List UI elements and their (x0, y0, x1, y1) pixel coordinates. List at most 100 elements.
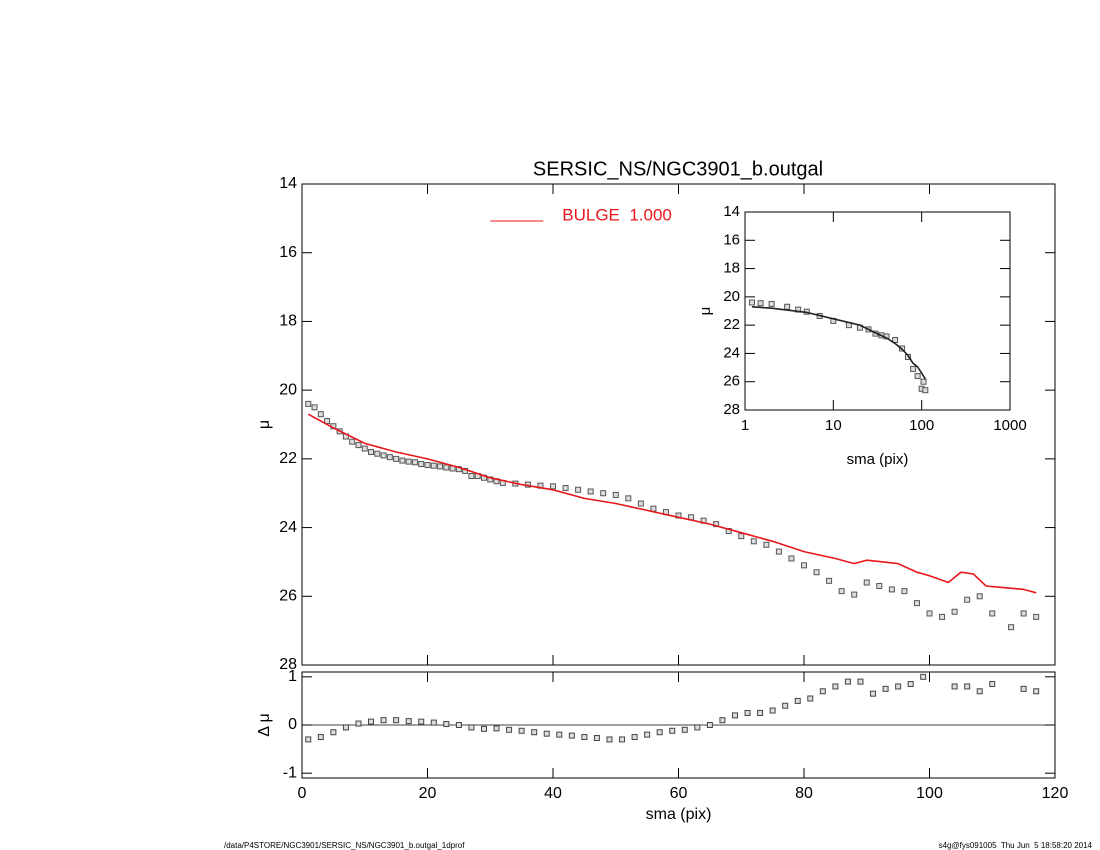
x-tick-label: 60 (670, 785, 688, 802)
data-point (738, 533, 745, 540)
footer-left: /data/P4STORE/NGC3901/SERSIC_NS/NGC3901_… (224, 841, 465, 850)
data-point (637, 500, 644, 507)
data-point (788, 555, 795, 562)
data-point (424, 462, 431, 469)
data-point (914, 373, 921, 380)
data-point (543, 730, 550, 737)
data-point (349, 438, 356, 445)
data-point (782, 702, 789, 709)
data-point (443, 721, 450, 728)
x-tick-label: 120 (1042, 785, 1069, 802)
data-point (587, 488, 594, 495)
data-point (870, 690, 877, 697)
data-point (882, 685, 889, 692)
data-point (989, 681, 996, 688)
data-point (851, 591, 858, 598)
data-point (342, 724, 349, 731)
data-point (926, 610, 933, 617)
data-point (575, 486, 582, 493)
data-point (386, 454, 393, 461)
data-point (531, 729, 538, 736)
data-point (775, 548, 782, 555)
data-point (769, 707, 776, 714)
data-point (361, 445, 368, 452)
y-tick-label: 24 (723, 344, 740, 361)
data-point (305, 736, 312, 743)
data-point (606, 736, 613, 743)
x-axis-label: sma (pix) (646, 806, 712, 823)
data-point (951, 683, 958, 690)
data-point (625, 495, 632, 502)
x-tick-label: 10 (825, 417, 842, 434)
data-point (380, 452, 387, 459)
data-point (876, 582, 883, 589)
y-tick-label: 1 (288, 668, 297, 685)
data-point (612, 491, 619, 498)
y-axis-label: μ (697, 307, 714, 316)
data-point (976, 688, 983, 695)
x-tick-label: 40 (544, 785, 562, 802)
data-point (455, 722, 462, 728)
y-tick-label: 22 (723, 316, 740, 333)
data-point (393, 455, 400, 462)
data-point (330, 729, 337, 736)
data-point (748, 299, 755, 306)
x-tick-label: 1 (741, 417, 749, 434)
data-point (731, 712, 738, 719)
data-point (681, 726, 688, 733)
chart-title: SERSIC_NS/NGC3901_b.outgal (533, 158, 823, 180)
data-point (807, 695, 814, 702)
data-point (393, 717, 400, 724)
data-point (631, 734, 638, 741)
data-point (757, 709, 764, 716)
data-point (506, 726, 513, 733)
data-point (556, 731, 563, 738)
data-point (826, 577, 833, 584)
y-axis-label: Δ μ (256, 713, 273, 736)
data-point (838, 588, 845, 595)
y-axis-label: μ (256, 420, 273, 429)
data-point (976, 593, 983, 600)
data-point (430, 719, 437, 726)
y-tick-label: 20 (279, 381, 297, 398)
data-point (619, 736, 626, 743)
data-point (550, 483, 556, 490)
data-point (910, 365, 917, 372)
y-tick-label: 14 (723, 203, 740, 220)
data-point (581, 734, 588, 741)
data-point (1020, 610, 1027, 617)
data-point (744, 709, 751, 716)
legend-label: BULGE 1.000 (562, 205, 672, 224)
data-point (832, 683, 839, 690)
data-point (892, 336, 899, 343)
y-tick-label: 28 (279, 656, 297, 673)
data-point (317, 411, 324, 418)
data-point (784, 303, 791, 310)
data-point (920, 378, 927, 385)
y-tick-label: 26 (279, 588, 297, 605)
data-point (418, 718, 425, 725)
y-tick-label: 18 (723, 260, 740, 277)
data-point (1020, 685, 1027, 692)
data-point (813, 569, 820, 576)
data-point (305, 400, 312, 407)
data-point (907, 681, 914, 688)
data-point (355, 442, 362, 449)
data-point (405, 718, 412, 725)
x-axis-label: sma (pix) (847, 451, 909, 468)
y-tick-label: 14 (279, 175, 297, 192)
y-tick-label: 26 (723, 373, 740, 390)
data-point (901, 588, 908, 595)
data-point (922, 387, 929, 394)
data-point (913, 600, 920, 607)
data-point (794, 697, 801, 704)
data-point (644, 731, 651, 738)
model-line (307, 413, 1037, 594)
data-point (411, 459, 418, 466)
data-point (374, 450, 381, 457)
data-point (399, 457, 406, 464)
y-tick-label: 0 (288, 716, 297, 733)
data-point (964, 596, 971, 603)
data-point (650, 505, 657, 512)
